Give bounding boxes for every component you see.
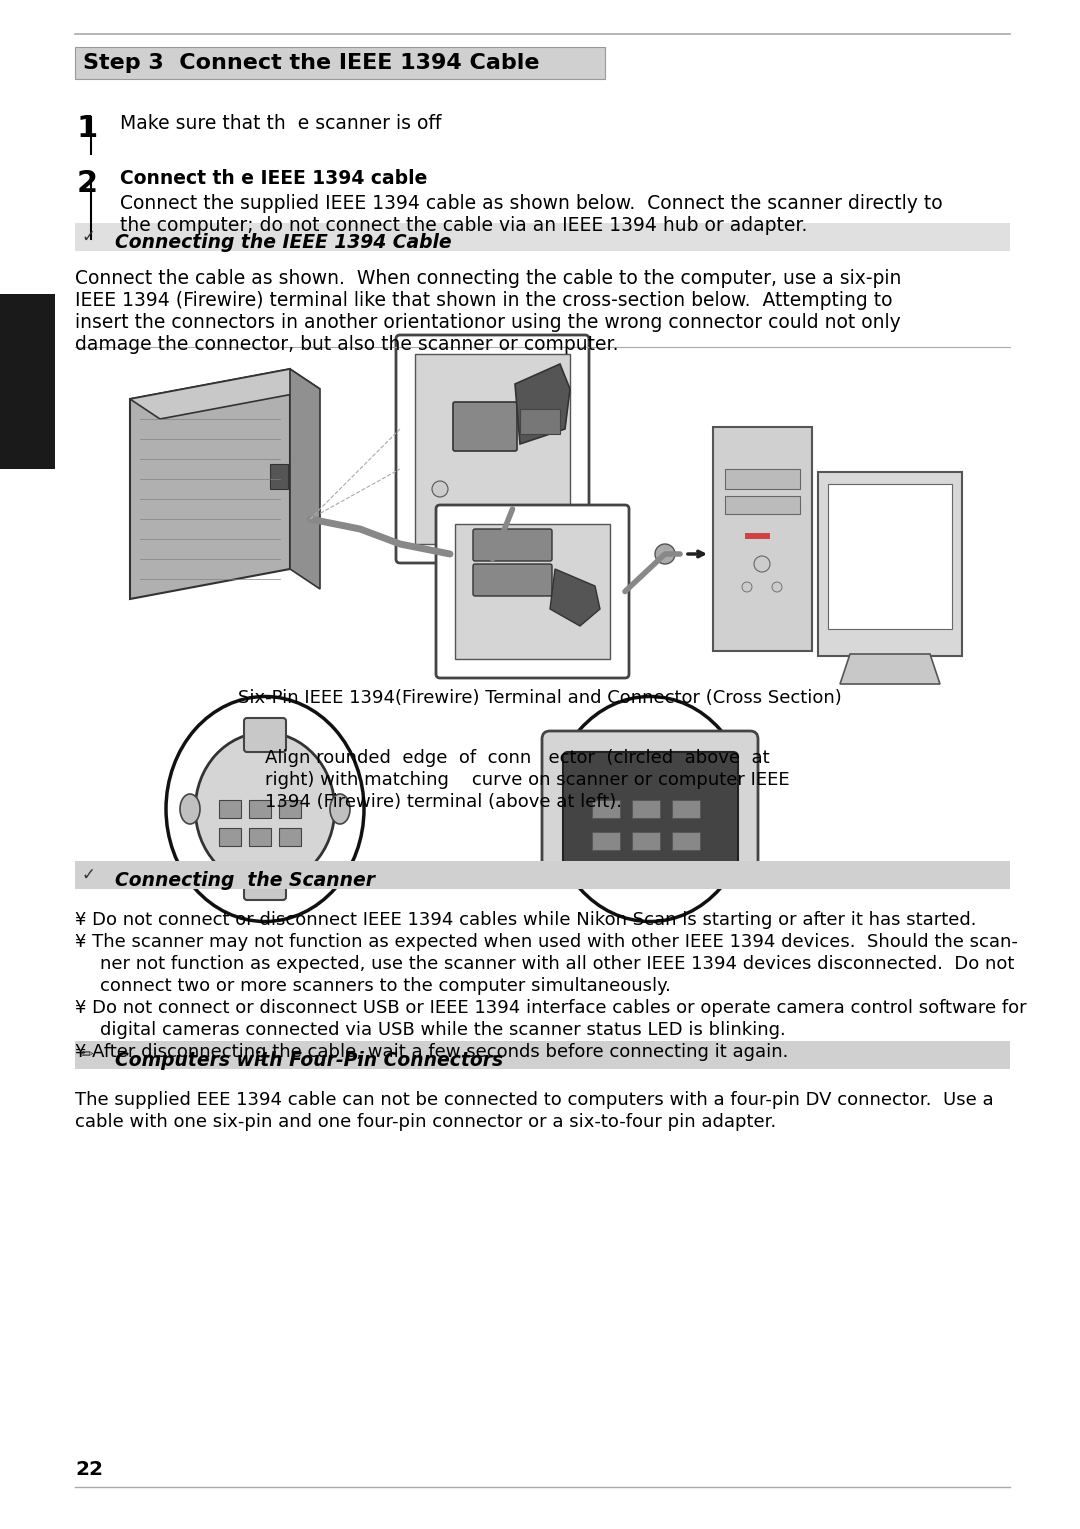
Bar: [672, 832, 700, 850]
Text: Step 3  Connect the IEEE 1394 Cable: Step 3 Connect the IEEE 1394 Cable: [83, 54, 540, 73]
Ellipse shape: [180, 794, 200, 824]
Text: ✓: ✓: [81, 865, 95, 884]
Polygon shape: [515, 364, 570, 443]
Text: damage the connector, but also the scanner or computer.: damage the connector, but also the scann…: [75, 335, 619, 355]
Bar: [672, 800, 700, 818]
FancyBboxPatch shape: [455, 524, 610, 659]
FancyBboxPatch shape: [818, 472, 962, 656]
Text: IEEE 1394 (Firewire) terminal like that shown in the cross‑section below.  Attem: IEEE 1394 (Firewire) terminal like that …: [75, 291, 892, 310]
Text: ¥ Do not connect or disconnect IEEE 1394 cables while Nikon Scan is starting or : ¥ Do not connect or disconnect IEEE 1394…: [75, 911, 976, 930]
FancyBboxPatch shape: [436, 505, 629, 677]
Text: Connecting  the Scanner: Connecting the Scanner: [114, 870, 375, 890]
Bar: [279, 829, 301, 846]
Bar: [249, 800, 271, 818]
Text: Six-Pin IEEE 1394(Firewire) Terminal and Connector (Cross Section): Six-Pin IEEE 1394(Firewire) Terminal and…: [238, 690, 842, 706]
Ellipse shape: [166, 697, 364, 922]
Circle shape: [772, 583, 782, 592]
Text: insert the connectors in another orientationor using the wrong connector could n: insert the connectors in another orienta…: [75, 313, 901, 332]
Bar: [270, 463, 288, 489]
Text: Connect th e IEEE 1394 cable: Connect th e IEEE 1394 cable: [120, 170, 428, 188]
FancyBboxPatch shape: [519, 408, 561, 434]
Text: Computers with Four-Pin Connectors: Computers with Four-Pin Connectors: [114, 1050, 503, 1069]
Text: ner not function as expected, use the scanner with all other IEEE 1394 devices d: ner not function as expected, use the sc…: [100, 956, 1014, 972]
Bar: [0, 294, 55, 469]
FancyBboxPatch shape: [244, 865, 286, 901]
Polygon shape: [840, 654, 940, 683]
Circle shape: [432, 482, 448, 497]
FancyBboxPatch shape: [473, 529, 552, 561]
Bar: [249, 829, 271, 846]
Text: ✓: ✓: [81, 228, 95, 246]
Ellipse shape: [551, 697, 750, 922]
Polygon shape: [130, 368, 320, 419]
Bar: [725, 495, 800, 514]
Polygon shape: [550, 569, 600, 625]
Bar: [632, 832, 660, 850]
Text: 2: 2: [77, 170, 98, 197]
Bar: [75, 1041, 1010, 1069]
FancyBboxPatch shape: [396, 335, 589, 563]
Text: 1: 1: [77, 115, 98, 144]
Circle shape: [742, 583, 752, 592]
FancyBboxPatch shape: [542, 731, 758, 887]
Bar: [75, 861, 1010, 888]
Bar: [632, 800, 660, 818]
FancyBboxPatch shape: [244, 719, 286, 752]
Text: ¥ After disconnecting the cable, wait a few seconds before connecting it again.: ¥ After disconnecting the cable, wait a …: [75, 1043, 788, 1061]
Text: The supplied EEE 1394 cable can not be connected to computers with a four-pin DV: The supplied EEE 1394 cable can not be c…: [75, 1092, 994, 1109]
FancyBboxPatch shape: [453, 402, 517, 451]
Text: ✏: ✏: [81, 1047, 94, 1063]
Bar: [219, 800, 241, 818]
Polygon shape: [130, 368, 291, 599]
Text: cable with one six-pin and one four-pin connector or a six-to-four pin adapter.: cable with one six-pin and one four-pin …: [75, 1113, 777, 1131]
Text: connect two or more scanners to the computer simultaneously.: connect two or more scanners to the comp…: [100, 977, 671, 995]
Circle shape: [754, 557, 770, 572]
Text: digital cameras connected via USB while the scanner status LED is blinking.: digital cameras connected via USB while …: [100, 1021, 786, 1040]
Text: Connect the supplied IEEE 1394 cable as shown below.  Connect the scanner direct: Connect the supplied IEEE 1394 cable as …: [120, 194, 943, 213]
FancyBboxPatch shape: [473, 564, 552, 596]
Text: Align rounded  edge  of  conn   ector  (circled  above  at: Align rounded edge of conn ector (circle…: [265, 749, 770, 768]
Text: 22: 22: [75, 1460, 103, 1479]
Bar: [592, 800, 620, 818]
Circle shape: [654, 544, 675, 564]
Text: 1394 (Firewire) terminal (above at left).: 1394 (Firewire) terminal (above at left)…: [265, 794, 622, 810]
FancyBboxPatch shape: [415, 355, 570, 544]
Polygon shape: [291, 368, 320, 589]
FancyBboxPatch shape: [713, 427, 812, 651]
Text: the computer; do not connect the cable via an IEEE 1394 hub or adapter.: the computer; do not connect the cable v…: [120, 216, 808, 235]
Bar: [279, 800, 301, 818]
Text: Connect the cable as shown.  When connecting the cable to the computer, use a si: Connect the cable as shown. When connect…: [75, 269, 902, 287]
Bar: [725, 469, 800, 489]
Bar: [592, 832, 620, 850]
Ellipse shape: [330, 794, 350, 824]
Bar: [745, 534, 770, 540]
FancyBboxPatch shape: [563, 752, 738, 865]
Text: ¥ Do not connect or disconnect USB or IEEE 1394 interface cables or operate came: ¥ Do not connect or disconnect USB or IE…: [75, 998, 1027, 1017]
Text: right) with matching    curve on scanner or computer IEEE: right) with matching curve on scanner or…: [265, 771, 789, 789]
Text: ¥ The scanner may not function as expected when used with other IEEE 1394 device: ¥ The scanner may not function as expect…: [75, 933, 1017, 951]
Bar: [828, 485, 951, 628]
Text: Connecting the IEEE 1394 Cable: Connecting the IEEE 1394 Cable: [114, 232, 451, 251]
Text: Make sure that th  e scanner is off: Make sure that th e scanner is off: [120, 115, 442, 133]
Bar: [75, 47, 605, 80]
Bar: [75, 223, 1010, 251]
Bar: [219, 829, 241, 846]
Ellipse shape: [195, 732, 335, 885]
